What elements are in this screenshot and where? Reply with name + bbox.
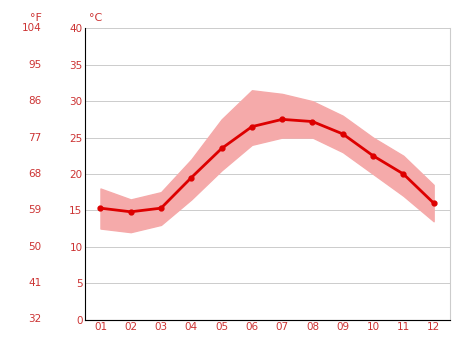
Text: °F: °F xyxy=(30,12,42,23)
Text: 77: 77 xyxy=(28,132,42,143)
Text: 95: 95 xyxy=(28,60,42,70)
Text: 104: 104 xyxy=(22,23,42,33)
Text: 41: 41 xyxy=(28,278,42,288)
Text: 86: 86 xyxy=(28,96,42,106)
Text: 32: 32 xyxy=(28,315,42,324)
Text: 50: 50 xyxy=(28,242,42,252)
Text: 68: 68 xyxy=(28,169,42,179)
Text: 59: 59 xyxy=(28,205,42,215)
Text: °C: °C xyxy=(89,12,102,23)
